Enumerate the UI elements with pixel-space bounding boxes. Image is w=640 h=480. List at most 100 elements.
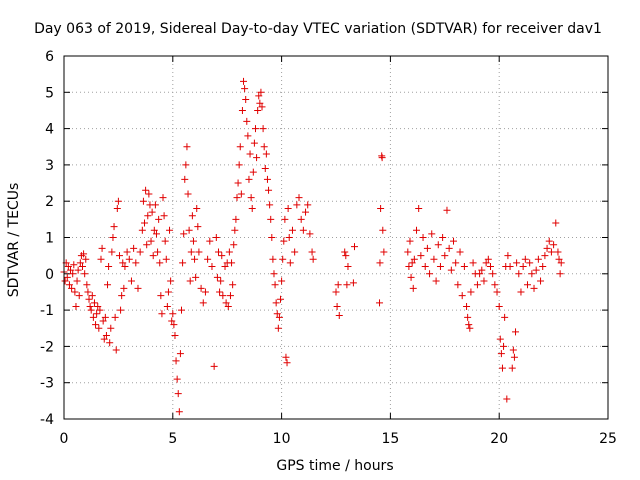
data-point bbox=[70, 261, 78, 269]
data-point bbox=[78, 263, 86, 271]
data-point bbox=[218, 252, 226, 260]
data-point bbox=[117, 306, 125, 314]
data-point bbox=[261, 165, 269, 173]
data-point bbox=[274, 324, 282, 332]
data-point bbox=[254, 106, 262, 114]
data-point bbox=[180, 230, 188, 238]
data-point bbox=[160, 212, 168, 220]
y-tick-label: 1 bbox=[45, 231, 54, 247]
data-point bbox=[161, 237, 169, 245]
data-point bbox=[206, 237, 214, 245]
data-point bbox=[484, 255, 492, 263]
data-point bbox=[181, 175, 189, 183]
data-point bbox=[280, 237, 288, 245]
data-point bbox=[80, 250, 88, 258]
data-point bbox=[376, 259, 384, 267]
data-point bbox=[102, 332, 110, 340]
data-point bbox=[199, 299, 207, 307]
data-point bbox=[547, 248, 555, 256]
data-point bbox=[229, 281, 237, 289]
data-point bbox=[132, 259, 140, 267]
data-point bbox=[230, 241, 238, 249]
data-point bbox=[285, 234, 293, 241]
data-point bbox=[253, 154, 261, 162]
data-point bbox=[178, 306, 186, 314]
data-point bbox=[409, 284, 417, 292]
data-point bbox=[149, 252, 157, 260]
data-point bbox=[100, 335, 108, 343]
data-point bbox=[191, 255, 199, 263]
x-tick-label: 15 bbox=[381, 431, 399, 447]
data-point bbox=[343, 281, 351, 289]
data-point bbox=[67, 266, 75, 274]
data-point bbox=[482, 259, 490, 267]
data-point bbox=[222, 299, 230, 307]
data-point bbox=[497, 350, 505, 358]
data-point bbox=[557, 259, 565, 267]
data-point bbox=[489, 270, 497, 278]
data-point bbox=[143, 241, 151, 249]
data-point bbox=[332, 288, 340, 296]
data-point bbox=[251, 125, 259, 133]
data-point bbox=[162, 255, 170, 263]
data-point bbox=[291, 248, 299, 256]
data-point bbox=[441, 252, 449, 260]
data-point bbox=[376, 299, 384, 307]
data-point bbox=[187, 248, 195, 256]
data-point bbox=[72, 302, 80, 310]
x-tick-label: 0 bbox=[60, 431, 69, 447]
data-point bbox=[556, 270, 564, 278]
chart-title: Day 063 of 2019, Sidereal Day-to-day VTE… bbox=[34, 21, 602, 37]
data-point bbox=[515, 270, 523, 278]
data-point bbox=[495, 302, 503, 310]
data-point bbox=[512, 328, 520, 336]
data-point bbox=[445, 244, 453, 252]
data-point bbox=[82, 255, 90, 263]
data-point bbox=[541, 252, 549, 260]
data-point bbox=[159, 194, 167, 202]
data-point bbox=[171, 332, 179, 340]
data-point bbox=[145, 190, 153, 198]
y-axis-label: SDTVAR / TECUs bbox=[6, 183, 22, 298]
data-point bbox=[269, 255, 277, 263]
data-point bbox=[260, 143, 268, 151]
data-point bbox=[335, 312, 343, 320]
data-point bbox=[141, 219, 149, 227]
data-series-dav1 bbox=[60, 77, 565, 416]
data-point bbox=[426, 270, 434, 278]
data-point bbox=[554, 248, 562, 256]
data-point bbox=[415, 204, 423, 212]
data-point bbox=[179, 259, 187, 267]
data-point bbox=[219, 292, 227, 300]
data-point bbox=[173, 375, 181, 383]
data-point bbox=[421, 263, 429, 271]
data-point bbox=[193, 204, 201, 212]
data-point bbox=[89, 313, 97, 321]
data-point bbox=[163, 302, 171, 310]
data-point bbox=[458, 292, 466, 300]
data-point bbox=[278, 277, 286, 285]
data-point bbox=[407, 273, 415, 281]
y-tick-label: 5 bbox=[45, 85, 54, 101]
data-point bbox=[237, 190, 245, 198]
data-point bbox=[293, 201, 301, 209]
data-point bbox=[174, 390, 182, 398]
data-point bbox=[465, 321, 473, 329]
data-point bbox=[473, 281, 481, 289]
data-point bbox=[491, 281, 499, 289]
data-point bbox=[350, 243, 358, 251]
data-point bbox=[259, 125, 267, 133]
data-point bbox=[108, 248, 116, 256]
data-point bbox=[121, 263, 129, 271]
data-point bbox=[169, 310, 177, 318]
data-point bbox=[170, 321, 178, 329]
data-point bbox=[119, 259, 127, 267]
data-point bbox=[486, 263, 494, 271]
data-point bbox=[419, 234, 427, 241]
data-point bbox=[344, 263, 352, 271]
data-point bbox=[101, 313, 109, 321]
data-point bbox=[342, 252, 350, 260]
data-point bbox=[192, 273, 200, 281]
data-point bbox=[404, 248, 412, 256]
data-point bbox=[333, 302, 341, 310]
